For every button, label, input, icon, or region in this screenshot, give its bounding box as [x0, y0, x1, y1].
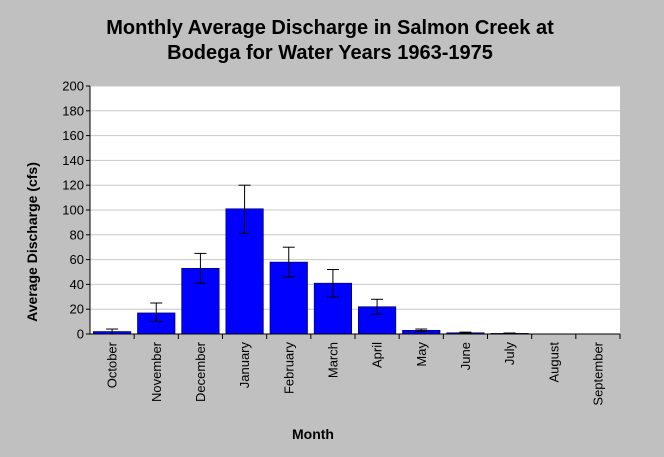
- x-tick-label: January: [237, 342, 252, 389]
- y-tick-label: 160: [62, 128, 84, 143]
- x-tick-label: March: [325, 342, 340, 378]
- x-tick-label: June: [458, 342, 473, 370]
- chart-title-line-1: Monthly Average Discharge in Salmon Cree…: [106, 17, 554, 39]
- y-tick-label: 180: [62, 103, 84, 118]
- bar-january: [225, 208, 264, 335]
- x-tick-label: August: [546, 342, 561, 383]
- error-bars: [106, 184, 516, 335]
- x-tick-label: July: [502, 342, 517, 366]
- x-axis-ticks: October November December January February Ma…: [105, 334, 621, 406]
- y-tick-label: 40: [70, 277, 84, 292]
- y-tick-label: 200: [62, 79, 84, 94]
- y-tick-label: 20: [70, 302, 84, 317]
- x-tick-label: February: [281, 342, 296, 395]
- bars: [93, 208, 529, 335]
- y-tick-label: 100: [62, 203, 84, 218]
- x-tick-label: May: [414, 342, 429, 367]
- bar-february: [269, 261, 308, 335]
- chart-title-line-2: Bodega for Water Years 1963-1975: [167, 42, 493, 64]
- x-tick-label: April: [370, 342, 385, 368]
- x-tick-label: December: [193, 341, 208, 402]
- y-tick-label: 60: [70, 252, 84, 267]
- y-tick-label: 80: [70, 227, 84, 242]
- y-tick-label: 140: [62, 153, 84, 168]
- y-axis-title: Average Discharge (cfs): [24, 162, 40, 322]
- y-tick-label: 0: [77, 327, 84, 342]
- y-tick-label: 120: [62, 178, 84, 193]
- x-tick-label: October: [105, 341, 120, 388]
- x-tick-label: September: [590, 341, 605, 405]
- x-tick-label: November: [149, 341, 164, 402]
- x-axis-title: Month: [292, 426, 334, 442]
- grid-lines: [90, 85, 620, 310]
- y-axis-ticks: 0 20 40 60 80 100 120 140 160 180 200: [62, 79, 90, 342]
